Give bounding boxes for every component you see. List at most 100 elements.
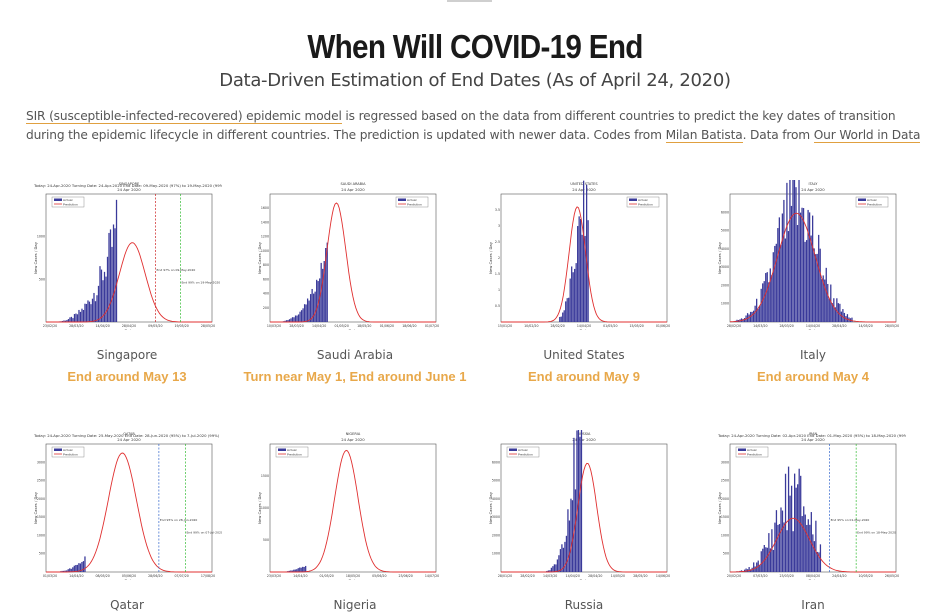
data-bar	[778, 217, 780, 322]
data-bar	[91, 298, 94, 322]
x-tick-label: 28/03/20	[289, 324, 303, 328]
x-tick-label: 05/06/20	[372, 574, 386, 578]
data-bar	[748, 314, 750, 322]
data-bar	[299, 567, 301, 572]
data-bar	[61, 570, 63, 572]
data-bar	[798, 180, 800, 322]
y-tick-label: 1000	[721, 302, 729, 306]
y-tick-label: 3000	[37, 460, 45, 464]
data-bar	[584, 235, 586, 322]
legend-actual: Actual	[287, 448, 297, 452]
y-tick-label: 3.5	[495, 208, 500, 212]
x-tick-label: 14/04/20	[566, 574, 580, 578]
data-bar	[801, 516, 803, 572]
x-tick-label: 28/02/20	[551, 324, 565, 328]
y-tick-label: 1000	[492, 552, 500, 556]
y-tick-label: 6000	[721, 210, 729, 214]
x-tick-label: 01/05/20	[335, 324, 349, 328]
prediction-curve	[501, 462, 667, 573]
x-tick-label: 28/03/20	[69, 324, 83, 328]
x-tick-label: 14/05/20	[611, 574, 625, 578]
data-bar	[317, 281, 319, 322]
data-bar	[316, 279, 318, 322]
data-bar	[796, 225, 799, 322]
data-bar	[290, 570, 292, 572]
x-tick-label: 14/04/20	[293, 574, 307, 578]
data-bar	[305, 565, 307, 572]
data-bar	[769, 548, 772, 572]
data-bar	[789, 495, 791, 572]
plot-area	[45, 443, 213, 573]
prediction-curve	[270, 449, 436, 573]
data-bar	[812, 534, 814, 572]
data-bar	[772, 549, 775, 572]
y-tick-label: 1200	[261, 235, 269, 239]
data-bar	[561, 544, 563, 572]
x-tick-label: 14/04/20	[806, 324, 820, 328]
end-date-label: End 95% on 28-Jun-2020	[160, 518, 198, 522]
data-bar	[78, 309, 80, 322]
data-bar	[571, 266, 573, 322]
data-bar	[580, 219, 582, 322]
data-bar	[75, 313, 77, 322]
data-source-link[interactable]: Our World in Data	[813, 128, 921, 143]
data-bar	[79, 311, 82, 322]
legend-actual: Actual	[407, 198, 417, 202]
data-bar	[780, 244, 782, 322]
data-bar	[303, 566, 305, 572]
y-axis-label: New Cases / Day	[33, 241, 38, 274]
top-divider	[447, 0, 492, 3]
x-tick-label: 28/04/20	[122, 324, 136, 328]
y-tick-label: 1000	[261, 506, 269, 510]
data-bar	[745, 568, 747, 572]
intro-text-1: is regressed based on the data from diff…	[26, 109, 896, 142]
data-bar	[70, 568, 72, 572]
codes-link[interactable]: Milan Batista	[665, 128, 743, 143]
data-bar	[808, 212, 811, 322]
y-tick-label: 4000	[492, 497, 500, 501]
chart-title: UNITED STATES	[570, 182, 598, 186]
intro-text-2: . Data from	[742, 128, 814, 142]
data-bar	[320, 262, 322, 322]
data-bar	[73, 314, 76, 322]
data-bar	[766, 547, 768, 572]
data-bar	[299, 311, 301, 322]
sir-model-link[interactable]: SIR (susceptible-infected-recovered) epi…	[26, 109, 342, 124]
data-bar	[759, 565, 761, 572]
data-bar	[828, 298, 830, 322]
end-date-label: End 99% on 19-May-2020	[181, 281, 220, 285]
x-tick-label: 28/04/20	[832, 324, 846, 328]
data-bar	[296, 315, 298, 322]
x-axis-label: Date	[124, 578, 134, 580]
data-bar	[549, 570, 551, 572]
data-bar	[64, 570, 66, 572]
data-bar	[790, 205, 793, 322]
x-tick-label: 10/03/20	[267, 324, 281, 328]
x-tick-label: 14/03/20	[543, 574, 557, 578]
data-bar	[69, 568, 71, 572]
y-tick-label: 500	[263, 538, 269, 542]
chart-date: 24 Apr 2020	[572, 187, 596, 192]
data-bar	[112, 224, 115, 322]
data-bar	[790, 485, 793, 572]
data-bar	[824, 279, 826, 322]
chart-title: NIGERIA	[346, 432, 361, 436]
legend-swatch-actual	[509, 448, 517, 451]
legend-box	[275, 446, 309, 458]
data-bar	[293, 569, 295, 572]
country-name: Russia	[564, 598, 604, 612]
data-bar	[559, 316, 561, 322]
y-tick-label: 2000	[721, 283, 729, 287]
x-tick-label: 14/04/20	[96, 324, 110, 328]
x-tick-label: 01/06/20	[380, 324, 394, 328]
data-bar	[771, 275, 773, 322]
data-bar	[751, 311, 753, 322]
legend-swatch-actual	[738, 448, 746, 451]
x-tick-label: 14/03/20	[753, 324, 767, 328]
x-tick-label: 07/07/20	[175, 574, 189, 578]
y-tick-label: 1500	[37, 515, 45, 519]
x-tick-label: 01/03/20	[43, 574, 57, 578]
x-axis-label: Date	[579, 328, 589, 330]
chart-title: IRAN	[809, 432, 818, 436]
